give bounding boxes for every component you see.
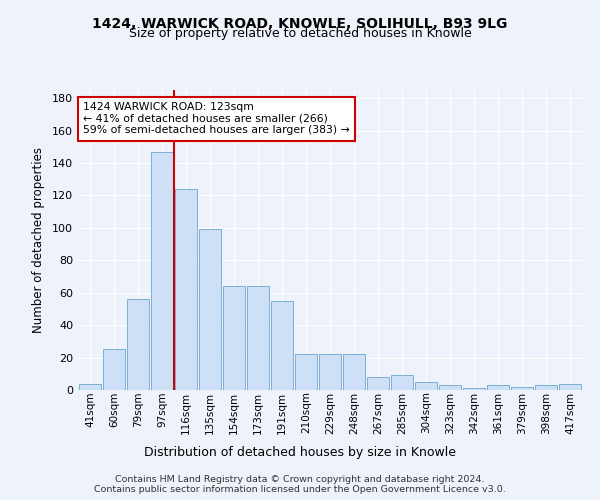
Bar	[271, 301, 293, 390]
Bar	[391, 376, 413, 390]
Bar	[487, 385, 509, 390]
Bar	[439, 385, 461, 390]
Text: Size of property relative to detached houses in Knowle: Size of property relative to detached ho…	[128, 28, 472, 40]
Bar	[247, 286, 269, 390]
Bar	[319, 354, 341, 390]
Text: Contains public sector information licensed under the Open Government Licence v3: Contains public sector information licen…	[94, 484, 506, 494]
Bar	[223, 286, 245, 390]
Bar	[199, 230, 221, 390]
Bar	[127, 299, 149, 390]
Text: Distribution of detached houses by size in Knowle: Distribution of detached houses by size …	[144, 446, 456, 459]
Bar	[511, 387, 533, 390]
Text: Contains HM Land Registry data © Crown copyright and database right 2024.: Contains HM Land Registry data © Crown c…	[115, 476, 485, 484]
Bar	[103, 350, 125, 390]
Bar	[463, 388, 485, 390]
Bar	[151, 152, 173, 390]
Bar	[535, 385, 557, 390]
Bar	[367, 377, 389, 390]
Text: 1424 WARWICK ROAD: 123sqm
← 41% of detached houses are smaller (266)
59% of semi: 1424 WARWICK ROAD: 123sqm ← 41% of detac…	[83, 102, 350, 135]
Bar	[415, 382, 437, 390]
Bar	[559, 384, 581, 390]
Bar	[175, 189, 197, 390]
Bar	[295, 354, 317, 390]
Y-axis label: Number of detached properties: Number of detached properties	[32, 147, 45, 333]
Bar	[343, 354, 365, 390]
Text: 1424, WARWICK ROAD, KNOWLE, SOLIHULL, B93 9LG: 1424, WARWICK ROAD, KNOWLE, SOLIHULL, B9…	[92, 18, 508, 32]
Bar	[79, 384, 101, 390]
